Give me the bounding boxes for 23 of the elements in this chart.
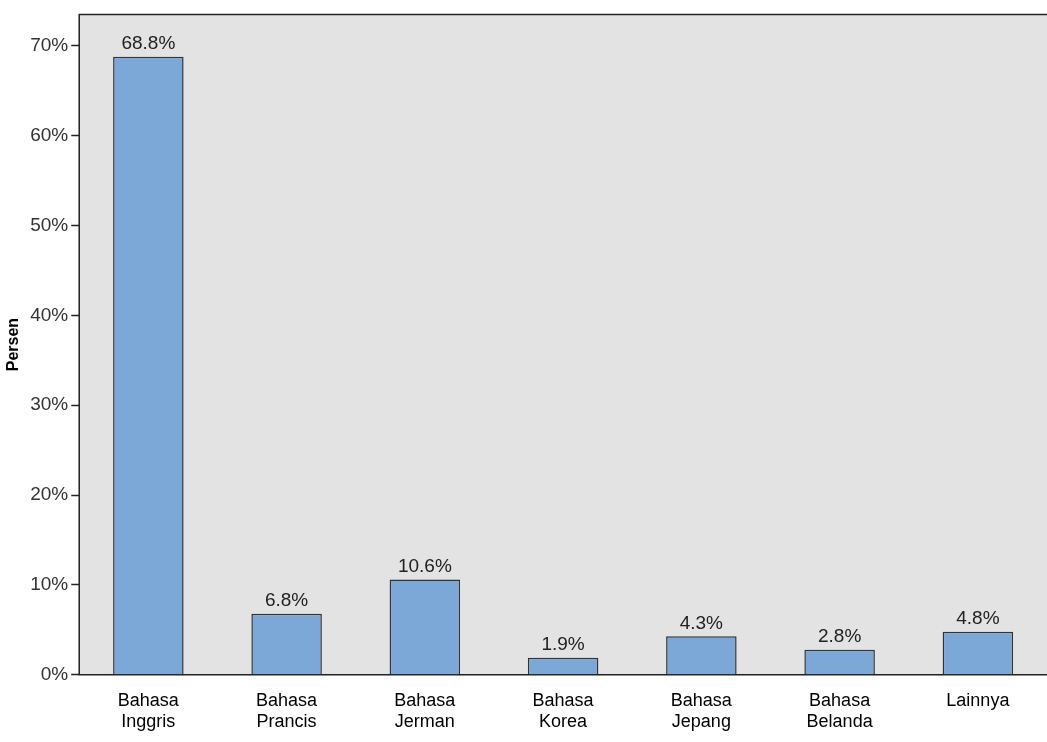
data-label: 6.8%	[264, 589, 309, 611]
y-axis-title: Persen	[4, 317, 22, 372]
data-label: 1.9%	[541, 633, 585, 655]
x-tick-label: Bahasa Jepang	[670, 689, 733, 732]
x-tick-label: Bahasa Korea	[532, 689, 595, 732]
data-label: 4.3%	[679, 611, 724, 633]
y-tick-label: 60%	[30, 123, 69, 145]
y-tick-label: 40%	[30, 303, 69, 325]
data-label: 4.8%	[956, 607, 1000, 629]
y-tick-label: 70%	[30, 34, 69, 56]
y-tick-label: 50%	[30, 213, 69, 235]
y-tick-label: 0%	[40, 663, 69, 685]
data-label: 2.8%	[817, 625, 862, 647]
data-label: 68.8%	[121, 32, 176, 54]
y-tick-label: 10%	[30, 573, 69, 595]
data-label: 10.6%	[397, 555, 452, 577]
x-tick-label: Bahasa Inggris	[117, 689, 180, 732]
x-tick-label: Bahasa Belanda	[806, 689, 874, 732]
y-tick-label: 20%	[30, 483, 69, 505]
x-tick-label: Bahasa Prancis	[256, 689, 319, 732]
x-tick-label: Lainnya	[946, 689, 1011, 710]
x-tick-label: Bahasa Jerman	[394, 689, 457, 732]
y-tick-label: 30%	[30, 393, 69, 415]
